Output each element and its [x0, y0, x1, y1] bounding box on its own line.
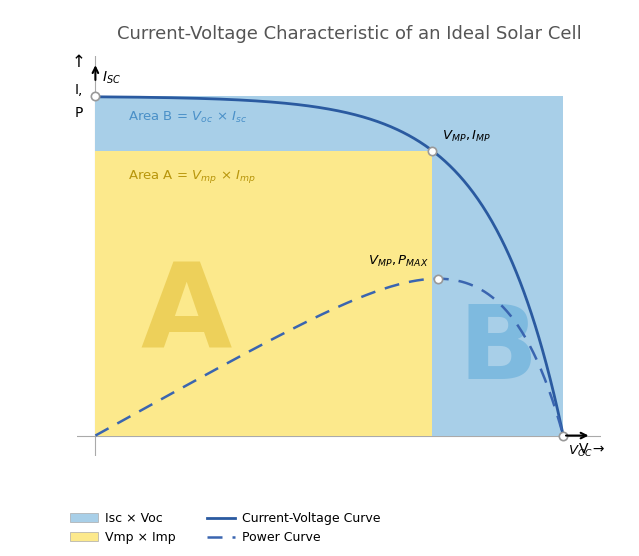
Text: $V_{OC}$: $V_{OC}$	[568, 444, 593, 459]
Text: $I_{SC}$: $I_{SC}$	[102, 70, 121, 86]
Text: $V_{MP}, I_{MP}$: $V_{MP}, I_{MP}$	[442, 128, 491, 144]
Text: A: A	[141, 259, 232, 374]
Text: I,: I,	[75, 82, 83, 97]
Text: $V_{MP}, P_{MAX}$: $V_{MP}, P_{MAX}$	[367, 254, 428, 269]
Title: Current-Voltage Characteristic of an Ideal Solar Cell: Current-Voltage Characteristic of an Ide…	[117, 25, 581, 43]
Text: ↑: ↑	[72, 53, 86, 71]
Bar	[95, 96, 563, 435]
Bar	[95, 151, 432, 435]
Text: V →: V →	[578, 442, 604, 456]
Text: Area A = $V_{mp}$ × $I_{mp}$: Area A = $V_{mp}$ × $I_{mp}$	[128, 167, 256, 185]
Legend: Isc × Voc, Vmp × Imp, Current-Voltage Curve, Power Curve: Isc × Voc, Vmp × Imp, Current-Voltage Cu…	[70, 512, 381, 544]
Text: Area B = $V_{oc}$ × $I_{sc}$: Area B = $V_{oc}$ × $I_{sc}$	[128, 110, 247, 125]
Text: P: P	[75, 106, 83, 120]
Text: B: B	[458, 300, 537, 400]
